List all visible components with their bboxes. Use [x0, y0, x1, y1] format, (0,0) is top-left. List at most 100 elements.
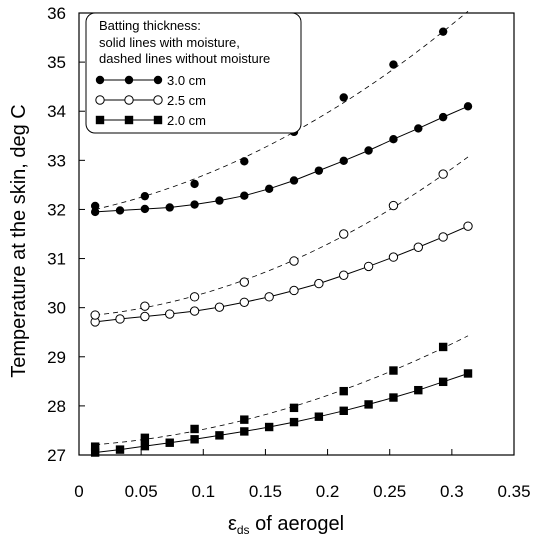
legend-label: 2.5 cm	[167, 93, 206, 108]
x-tick-label: 0.15	[249, 482, 282, 501]
series-line	[95, 105, 469, 213]
data-point	[314, 278, 324, 289]
y-tick-label: 31	[47, 250, 66, 269]
x-tick-label: 0	[74, 482, 83, 501]
data-point	[388, 252, 399, 262]
data-point	[438, 232, 448, 242]
legend: Batting thickness: solid lines with mois…	[85, 12, 302, 134]
data-point	[339, 93, 348, 102]
legend-marker	[153, 95, 163, 105]
legend-title-line-2: solid lines with moisture,	[99, 35, 240, 50]
data-point	[240, 427, 249, 436]
legend-entry: 2.5 cm	[95, 93, 206, 108]
data-point	[438, 112, 448, 122]
x-tick-label: 0.2	[316, 482, 340, 501]
data-point	[364, 146, 373, 155]
data-point	[438, 377, 448, 387]
data-point	[165, 438, 174, 447]
y-tick-label: 33	[47, 151, 66, 170]
x-tick-label: 0.05	[125, 482, 158, 501]
data-point	[165, 309, 175, 319]
x-tick-label: 0.35	[497, 482, 530, 501]
legend-marker	[153, 115, 163, 125]
data-point	[389, 393, 398, 402]
plot-frame	[78, 12, 515, 456]
data-point	[190, 435, 199, 444]
data-point	[140, 301, 150, 311]
data-point	[339, 156, 348, 166]
x-axis-label-rest: of aerogel	[250, 513, 345, 535]
data-point	[140, 204, 150, 214]
series-solid-2-0-cm	[90, 369, 473, 457]
data-point	[215, 196, 224, 205]
data-point	[414, 124, 423, 133]
data-point	[289, 417, 299, 427]
x-tick-label: 0.1	[191, 482, 215, 501]
data-point	[189, 306, 200, 316]
data-point	[240, 157, 249, 166]
data-point	[314, 166, 324, 175]
legend-title-line-3: dashed lines without moisture	[99, 51, 270, 66]
data-point	[388, 200, 399, 211]
data-point	[115, 445, 125, 454]
data-point	[339, 229, 349, 239]
series-dashed-2-0-cm	[90, 335, 469, 451]
data-point	[214, 302, 225, 312]
data-point	[289, 176, 299, 185]
series-solid-2-5-cm	[90, 221, 473, 327]
legend-entry: 2.0 cm	[95, 113, 206, 128]
data-point	[190, 200, 199, 209]
y-tick-label: 32	[47, 200, 66, 219]
series-curve	[95, 10, 469, 210]
data-point	[339, 406, 348, 415]
legend-marker	[95, 75, 105, 85]
series-curve	[95, 156, 469, 316]
data-point	[264, 422, 274, 432]
legend-label: 2.0 cm	[167, 113, 206, 128]
legend-entry: 3.0 cm	[95, 73, 206, 88]
data-point	[240, 415, 249, 424]
series-curve	[95, 335, 469, 446]
series-line	[95, 373, 469, 454]
y-tick-label: 36	[47, 4, 66, 23]
data-point	[190, 424, 199, 434]
data-point	[314, 412, 324, 421]
data-point	[389, 135, 398, 144]
data-point	[140, 191, 150, 201]
x-axis-label-main: ε	[228, 513, 237, 535]
data-point	[463, 221, 473, 231]
legend-box	[85, 12, 302, 134]
data-point	[240, 191, 249, 200]
data-point	[239, 297, 250, 307]
legend-marker	[124, 75, 134, 85]
y-tick-label: 35	[47, 53, 66, 72]
data-point	[389, 60, 398, 69]
axis-layer: 0 0.05 0.1 0.15 0.2 0.25 0.3 0.35 27 28 29 30 31 32 33…	[47, 4, 530, 501]
y-tick-label: 27	[47, 446, 66, 465]
data-point	[189, 292, 200, 302]
legend-marker	[153, 75, 163, 85]
data-point	[190, 179, 199, 189]
y-tick-label: 28	[47, 397, 66, 416]
legend-marker	[124, 115, 134, 125]
data-point	[90, 442, 100, 451]
legend-label: 3.0 cm	[167, 73, 206, 88]
y-tick-label: 34	[47, 102, 66, 121]
data-point	[115, 206, 125, 215]
x-tick-label: 0.25	[373, 482, 406, 501]
data-point	[239, 277, 250, 287]
data-point	[364, 400, 373, 409]
y-tick-label: 30	[47, 299, 66, 318]
data-point	[140, 441, 150, 451]
data-point	[389, 366, 398, 375]
data-point	[438, 342, 448, 352]
data-point	[363, 261, 374, 272]
series-solid-3-0-cm	[90, 102, 473, 217]
legend-title-line-1: Batting thickness:	[99, 18, 201, 33]
data-point	[215, 431, 224, 440]
legend-entries: 3.0 cm 2.5 cm 2.0 cm	[95, 73, 206, 128]
data-point	[140, 433, 150, 443]
data-point	[438, 27, 448, 36]
x-axis-label-subscript: ds	[237, 523, 250, 537]
